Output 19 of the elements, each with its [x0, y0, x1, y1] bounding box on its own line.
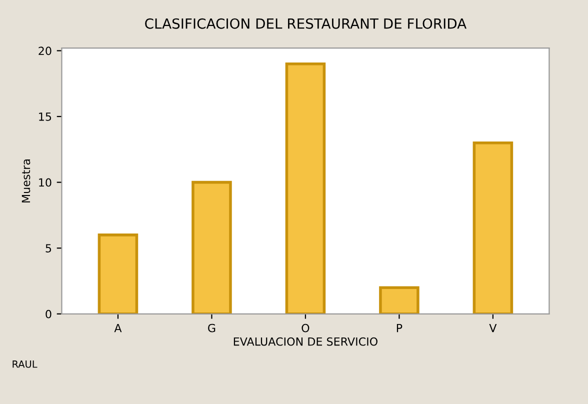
y-tick-label: 10: [39, 178, 52, 187]
y-axis-title: Muestra: [22, 160, 30, 202]
bar: [379, 286, 420, 314]
x-tick-label: V: [489, 324, 497, 332]
bar: [98, 234, 138, 314]
x-tick-label: A: [114, 324, 122, 332]
bar: [192, 180, 232, 314]
y-tick-label: 15: [39, 112, 52, 121]
x-tick-label: G: [208, 324, 216, 332]
x-tick-label: O: [302, 324, 310, 332]
x-axis-title: EVALUACION DE SERVICIO: [234, 337, 378, 346]
bar: [285, 62, 326, 314]
y-tick-label: 0: [46, 310, 52, 318]
text: RAUL: [12, 360, 38, 368]
y-tick-label: 5: [46, 244, 52, 252]
y-tick-label: 20: [38, 46, 52, 56]
x-tick-label: P: [396, 324, 402, 332]
bar: [472, 141, 514, 314]
chart-title: CLASIFICACION DEL RESTAURANT DE FLORIDA: [145, 18, 466, 29]
